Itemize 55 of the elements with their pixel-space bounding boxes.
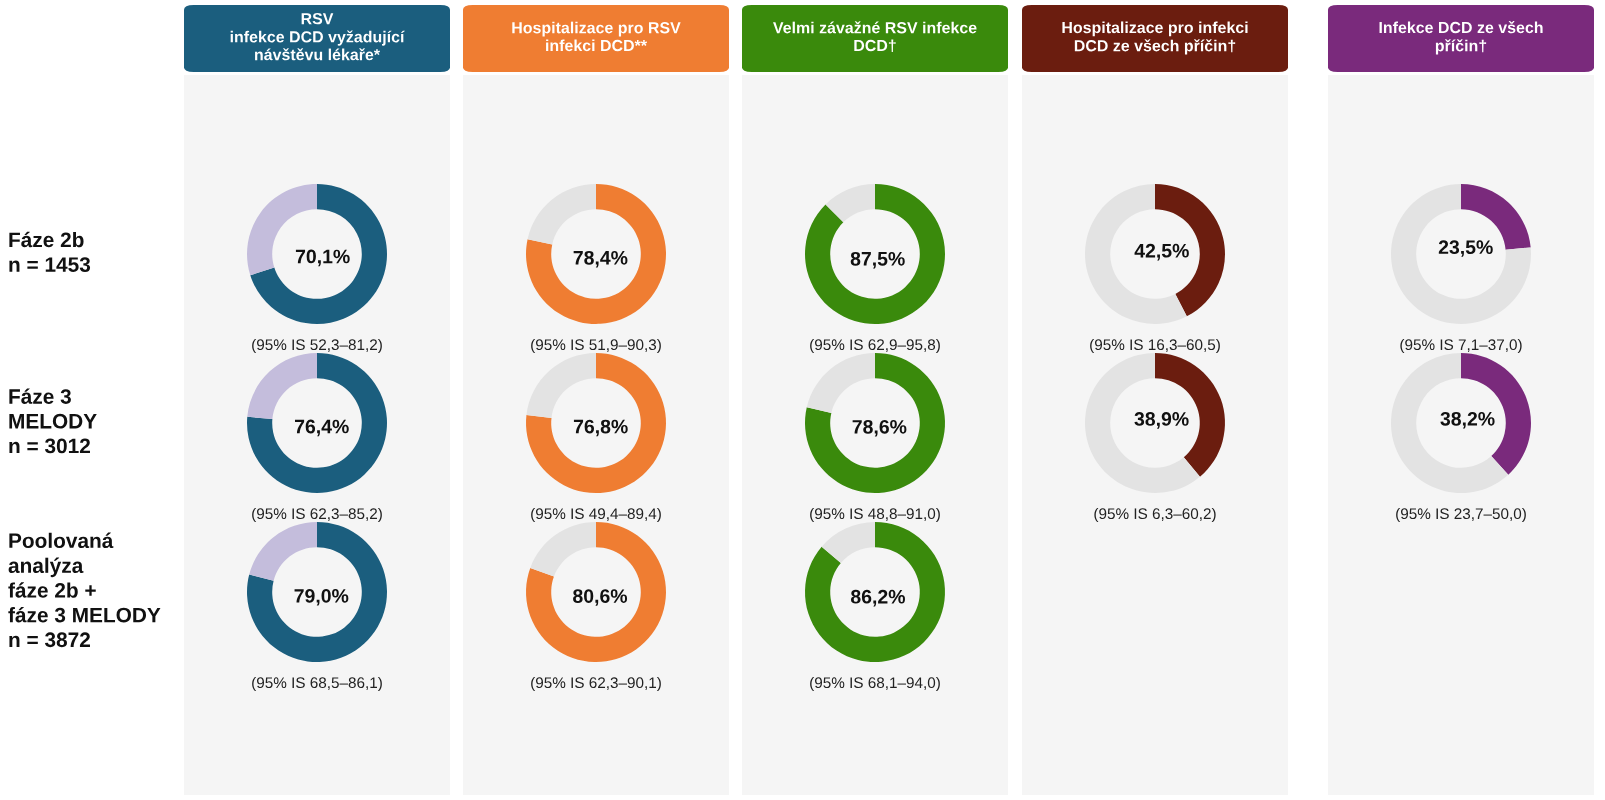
donut-slice [1391, 184, 1531, 324]
data-label: 38,9% [1134, 412, 1189, 429]
data-label: 78,6% [852, 419, 907, 437]
chart-title: Hospitalizace pro infekci DCD ze všech příčin† [1062, 21, 1248, 55]
text: (95% IS 52,3–81,2) [252, 338, 382, 354]
text: (95% IS 16,3–60,5) [1090, 338, 1220, 354]
text: (95% IS 51,9–90,3) [531, 338, 661, 354]
text: (95% IS 49,4–89,4) [531, 507, 661, 523]
donut-slice [526, 353, 666, 493]
data-label: 70,1% [295, 249, 350, 267]
donut-slice [1391, 353, 1509, 493]
data-label: 23,5% [1438, 240, 1493, 257]
text: Poolovaná analýza fáze 2b + fáze 3 MELODY n = 3872 [8, 532, 161, 648]
data-label: 79,0% [294, 588, 349, 606]
donut-slice [250, 184, 387, 324]
data-label: 87,5% [850, 251, 905, 269]
donut-slice [247, 522, 387, 662]
text: (95% IS 48,8–91,0) [810, 507, 940, 523]
donut-slice [526, 184, 666, 324]
donut-slice [805, 353, 945, 493]
text: Fáze 3 MELODY n = 3012 [9, 388, 97, 454]
text: (95% IS 7,1–37,0) [1400, 338, 1522, 354]
donut-slice [247, 353, 317, 420]
chart-title: Infekce DCD ze všech příčin† [1379, 21, 1543, 55]
text: (95% IS 68,1–94,0) [810, 676, 940, 692]
donut-slice [530, 522, 596, 577]
donut-slice [1085, 353, 1200, 493]
donut-slice [805, 184, 945, 324]
text: (95% IS 62,9–95,8) [810, 338, 940, 354]
chart-title: Hospitalizace pro RSV infekci DCD** [512, 21, 681, 52]
donut-slice [526, 522, 666, 662]
text: (95% IS 62,3–85,2) [252, 507, 382, 523]
data-label: 38,2% [1440, 411, 1495, 429]
text: (95% IS 68,5–86,1) [252, 676, 382, 692]
text: Fáze 2b n = 1453 [9, 231, 91, 272]
text: (95% IS 6,3–60,2) [1094, 507, 1216, 523]
text: (95% IS 62,3–90,1) [531, 676, 661, 692]
text: (95% IS 23,7–50,0) [1396, 507, 1526, 523]
donut-slice [805, 522, 945, 662]
data-label: 86,2% [850, 589, 905, 607]
donut-slice [249, 522, 317, 581]
data-label: 76,8% [573, 419, 628, 437]
donut-slice [821, 522, 875, 564]
donut-slice [825, 184, 875, 223]
donut-slice [527, 184, 596, 245]
data-label: 80,6% [573, 589, 628, 606]
donut-slice [1085, 184, 1187, 324]
donut-slice [247, 353, 387, 493]
chart-title: Velmi závažné RSV infekce DCD† [773, 21, 977, 53]
chart-title: RSV infekce DCD vyžadující návštěvu lékaře* [230, 12, 405, 61]
donut-slice [526, 353, 596, 418]
data-label: 76,4% [295, 419, 349, 437]
data-label: 42,5% [1134, 243, 1189, 261]
donut-slice [806, 353, 875, 413]
data-label: 78,4% [573, 250, 628, 268]
